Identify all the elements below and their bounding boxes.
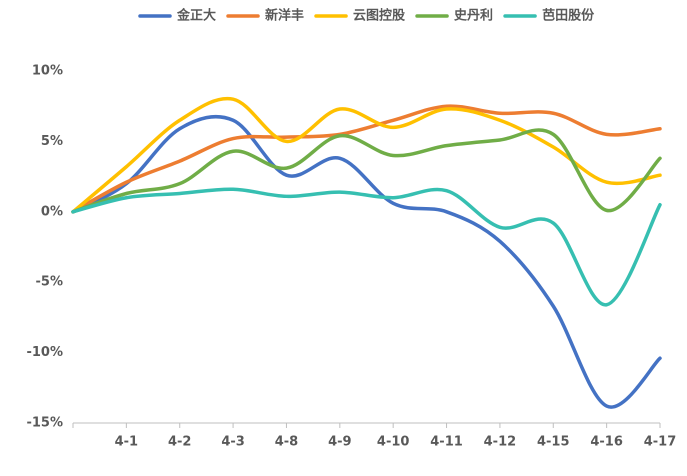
y-tick-label: -15% [26,416,63,431]
x-tick-label: 4-15 [537,435,570,450]
legend-label: 史丹利 [454,8,493,24]
y-tick-label: 0% [41,204,63,219]
y-tick-label: 5% [41,134,63,149]
y-tick-label: -10% [26,345,63,360]
legend-label: 新洋丰 [265,8,304,24]
series-line [71,128,662,214]
x-tick-label: 4-12 [484,435,517,450]
x-tick-label: 4-11 [430,435,463,450]
y-tick-label: 10% [32,64,63,79]
series-line [71,187,662,307]
series-line [71,115,662,409]
x-tick-label: 4-17 [644,435,677,450]
x-tick-label: 4-3 [221,435,245,450]
series-line [71,104,662,214]
x-tick-label: 4-9 [328,435,352,450]
legend-label: 金正大 [176,8,216,24]
legend-label: 云图控股 [353,8,405,24]
y-tick-label: -5% [36,275,63,290]
legend-label: 芭田股份 [542,8,595,24]
x-tick-label: 4-8 [275,435,299,450]
x-tick-label: 4-16 [590,435,623,450]
series-line [71,96,662,214]
x-tick-label: 4-1 [115,435,139,450]
x-tick-label: 4-10 [377,435,410,450]
x-tick-label: 4-2 [168,435,192,450]
